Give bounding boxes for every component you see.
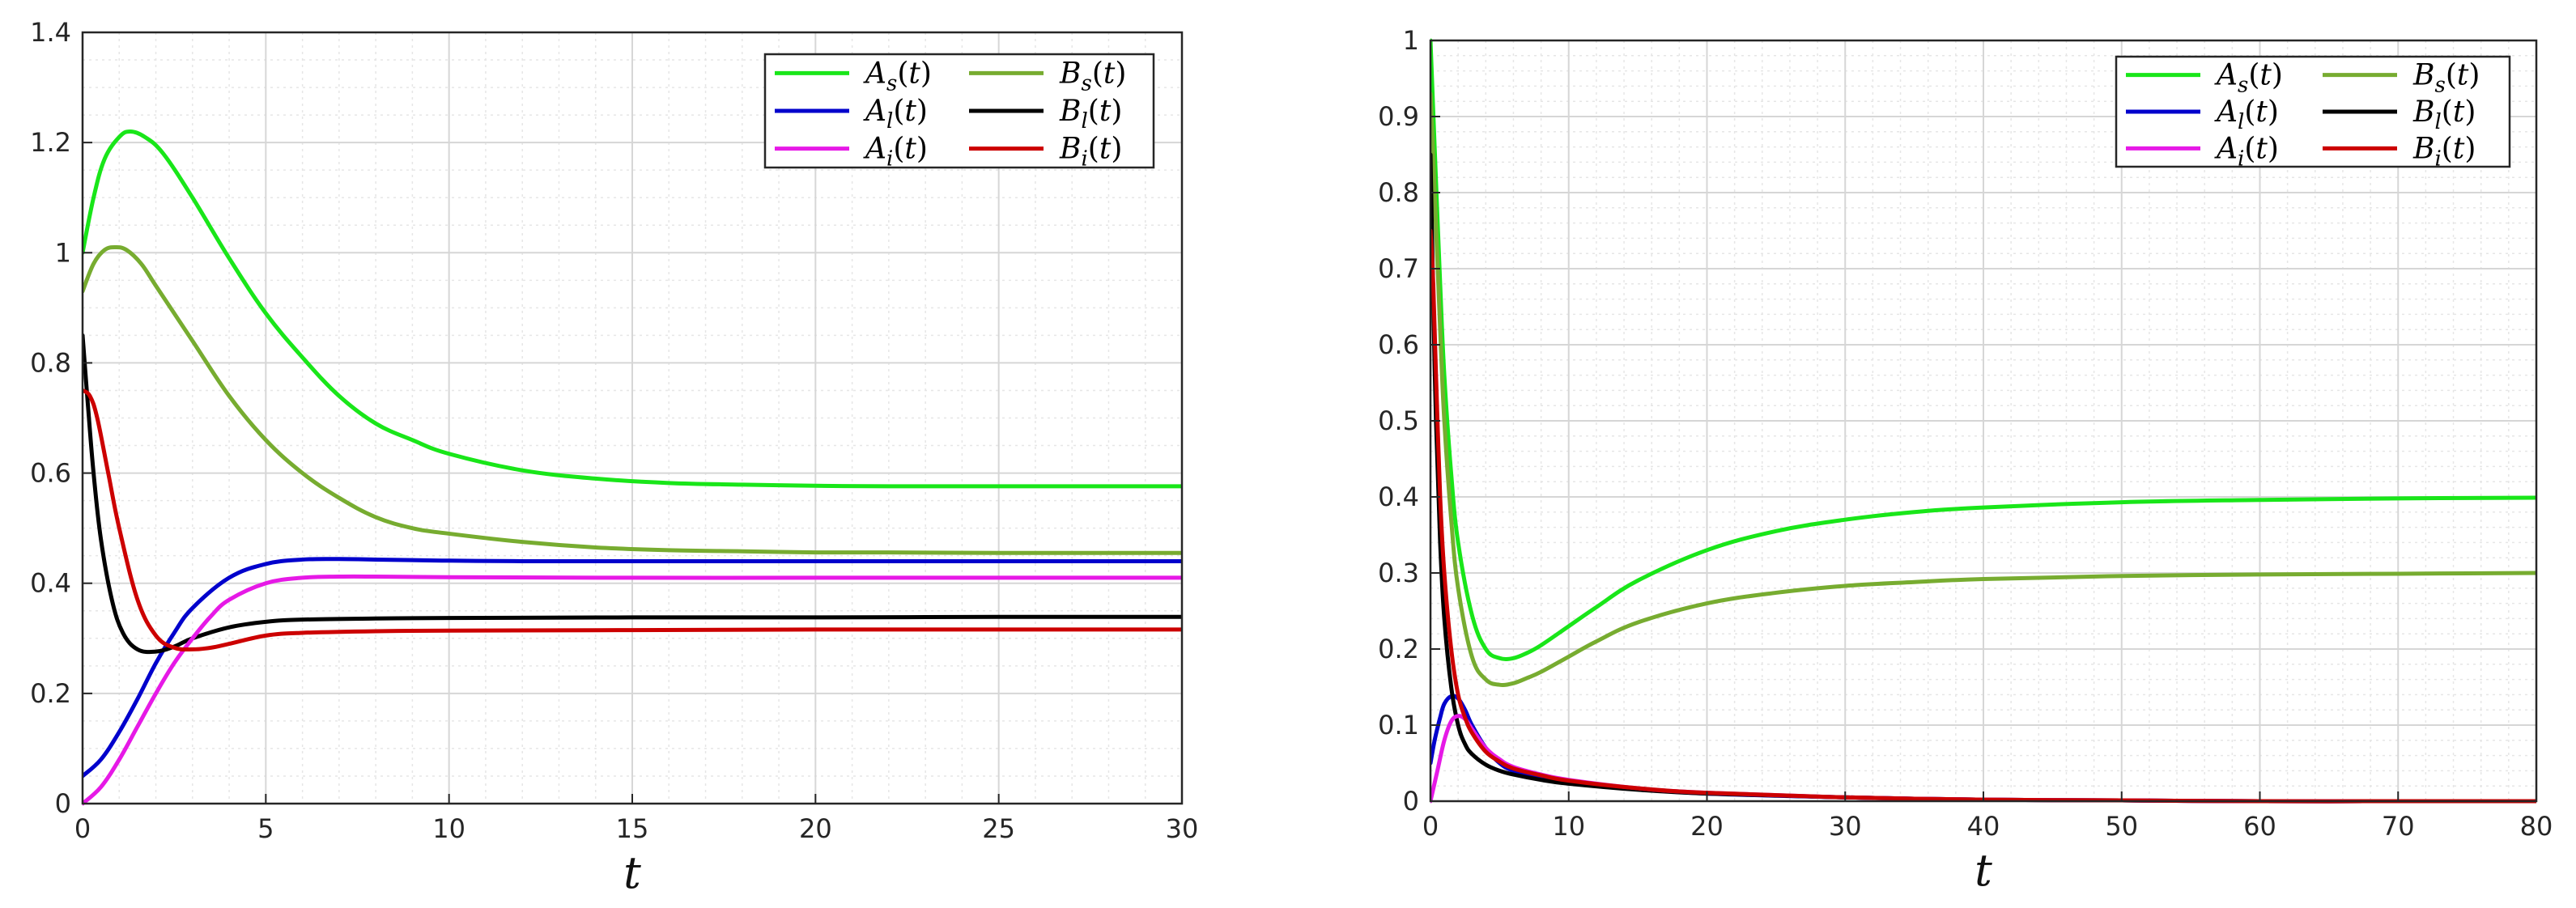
legend-item-b-i: Bi(t) xyxy=(969,133,1122,172)
y-tick-label: 0.2 xyxy=(1378,634,1419,664)
x-tick-label: 30 xyxy=(1829,811,1862,842)
series-line-a-s xyxy=(1430,38,2536,661)
x-axis-title: t xyxy=(1975,845,1992,896)
legend-item-b-i: Bi(t) xyxy=(2323,132,2476,171)
legend-item-b-l: Bl(t) xyxy=(2323,95,2476,134)
series-group xyxy=(83,129,1182,806)
x-tick-label: 25 xyxy=(982,813,1015,844)
x-tick-label: 60 xyxy=(2243,811,2276,842)
y-tick-label: 0.3 xyxy=(1378,558,1419,588)
legend: As(t) Bs(t) Al(t) Bl(t) Ai(t) Bi(t) xyxy=(2115,55,2511,171)
legend-label: Bs(t) xyxy=(1059,57,1126,95)
x-tick-label: 30 xyxy=(1166,813,1199,844)
series-line-a-i xyxy=(83,574,1182,806)
y-tick-label: 0.5 xyxy=(1378,405,1419,436)
y-tick-label: 0.8 xyxy=(30,347,71,378)
x-tick-label: 10 xyxy=(1552,811,1585,842)
legend-label: Ai(t) xyxy=(863,133,928,172)
legend-item-a-l: Al(t) xyxy=(2126,95,2279,134)
x-tick-label: 20 xyxy=(1690,811,1724,842)
x-tick-label: 40 xyxy=(1967,811,2000,842)
legend-item-a-l: Al(t) xyxy=(775,95,928,134)
series-line-a-l xyxy=(83,557,1182,779)
x-tick-label: 15 xyxy=(616,813,649,844)
y-tick-label: 1.2 xyxy=(30,127,71,158)
plot-panel-1: 0 5 10 15 20 25 30 0 0.2 0.4 0.6 0.8 1 1.2 1.4 t As(t) Bs… xyxy=(30,17,1198,898)
series-line-b-s xyxy=(83,244,1182,555)
legend-item-a-i: Ai(t) xyxy=(2126,132,2279,171)
legend-label: Al(t) xyxy=(2214,95,2279,134)
legend-label: Al(t) xyxy=(863,95,928,134)
legend: As(t) Bs(t) Al(t) Bl(t) Ai(t) Bi(t) xyxy=(763,53,1155,172)
x-tick-label: 0 xyxy=(1422,811,1439,842)
y-tick-label: 0 xyxy=(1403,786,1419,817)
legend-item-b-s: Bs(t) xyxy=(2323,59,2480,98)
y-tick-label: 0.4 xyxy=(30,568,71,599)
x-tick-label: 50 xyxy=(2105,811,2138,842)
x-tick-label: 0 xyxy=(74,813,91,844)
legend-item-b-s: Bs(t) xyxy=(969,57,1126,95)
legend-item-a-i: Ai(t) xyxy=(775,133,928,172)
legend-item-a-s: As(t) xyxy=(2126,59,2283,98)
x-tick-label: 5 xyxy=(257,813,274,844)
x-tick-label: 80 xyxy=(2520,811,2553,842)
y-tick-label: 0.4 xyxy=(1378,482,1419,512)
legend-label: Bs(t) xyxy=(2412,59,2480,98)
legend-label: Bi(t) xyxy=(1059,133,1122,172)
legend-label: Ai(t) xyxy=(2214,132,2279,171)
y-tick-label: 1.4 xyxy=(30,17,71,48)
y-tick-label: 1 xyxy=(1403,25,1419,56)
y-tick-label: 0.7 xyxy=(1378,253,1419,284)
plot-panel-2: 0 10 20 30 40 50 60 70 80 0 0.1 0.2 0.3 0.4 0.5 0.6 0.7 0… xyxy=(1378,25,2553,896)
legend-item-b-l: Bl(t) xyxy=(969,95,1122,134)
legend-label: Bl(t) xyxy=(1059,95,1122,134)
series-line-b-i xyxy=(83,388,1182,652)
y-tick-label: 0.8 xyxy=(1378,177,1419,208)
y-tick-label: 0.6 xyxy=(1378,329,1419,360)
y-tick-label: 1 xyxy=(55,237,71,268)
y-tick-label: 0.9 xyxy=(1378,101,1419,132)
legend-item-a-s: As(t) xyxy=(775,57,932,95)
legend-label: As(t) xyxy=(863,57,932,95)
y-tick-label: 0.1 xyxy=(1378,710,1419,740)
series-line-a-s xyxy=(83,129,1182,489)
y-tick-label: 0.6 xyxy=(30,458,71,489)
series-line-b-l xyxy=(83,333,1182,655)
series-line-b-s xyxy=(1430,91,2536,687)
tick-labels: 0 5 10 15 20 25 30 0 0.2 0.4 0.6 0.8 1 1.2 1.4 xyxy=(30,17,1198,844)
tick-labels: 0 10 20 30 40 50 60 70 80 0 0.1 0.2 0.3 0.4 0.5 0.6 0.7 0… xyxy=(1378,25,2553,842)
x-axis-title: t xyxy=(623,847,641,898)
legend-label: Bi(t) xyxy=(2412,132,2476,171)
x-tick-label: 20 xyxy=(799,813,832,844)
y-tick-label: 0.2 xyxy=(30,678,71,709)
legend-label: As(t) xyxy=(2214,59,2283,98)
legend-label: Bl(t) xyxy=(2412,95,2476,134)
x-tick-label: 70 xyxy=(2382,811,2415,842)
y-tick-label: 0 xyxy=(55,788,71,819)
x-tick-label: 10 xyxy=(432,813,465,844)
